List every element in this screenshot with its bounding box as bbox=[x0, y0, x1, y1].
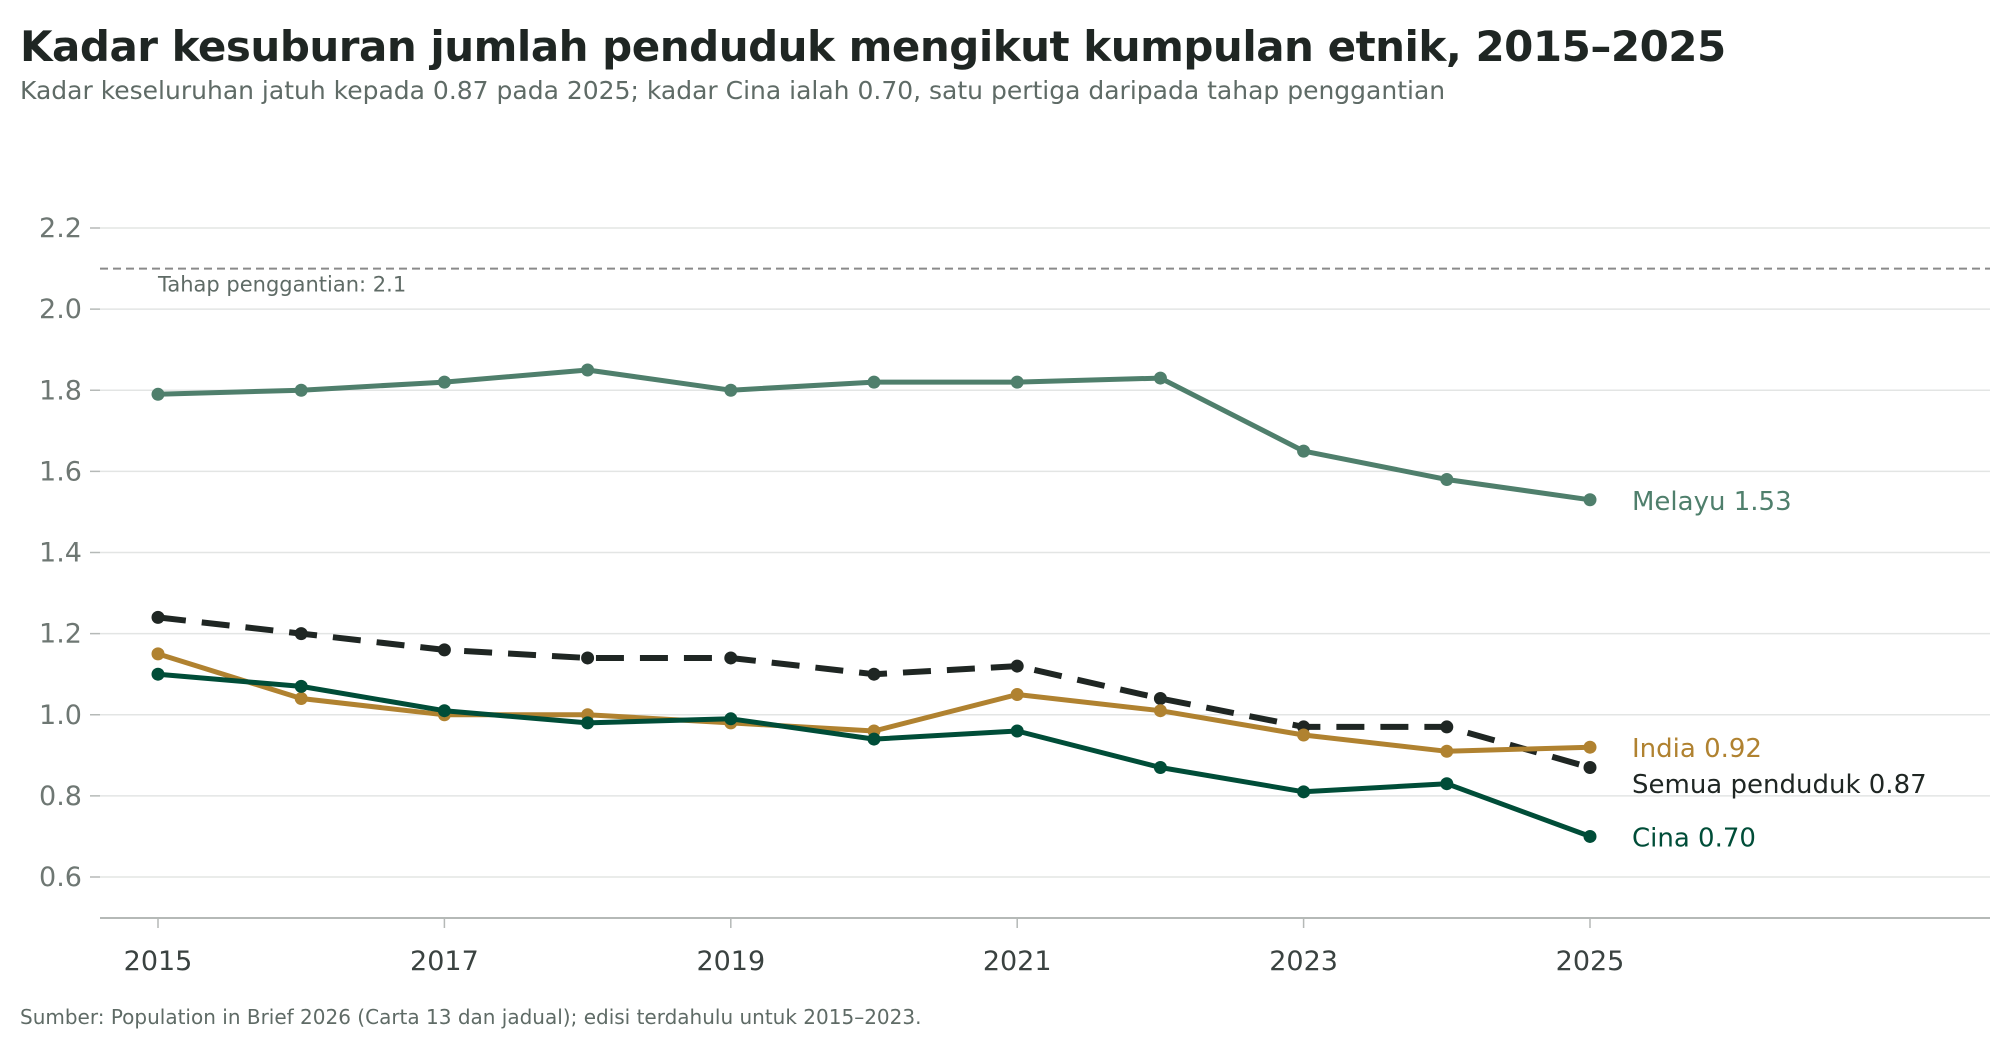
point-cina-2022 bbox=[1153, 760, 1167, 774]
series-lines bbox=[151, 363, 1597, 843]
x-tick-label: 2023 bbox=[1269, 946, 1338, 977]
source-note: Sumber: Population in Brief 2026 (Carta … bbox=[20, 1005, 922, 1029]
point-melayu-2015 bbox=[151, 387, 165, 401]
point-cina-2015 bbox=[151, 667, 165, 681]
point-cina-2016 bbox=[294, 679, 308, 693]
x-tick-label: 2015 bbox=[124, 946, 193, 977]
x-tick-label: 2017 bbox=[410, 946, 479, 977]
point-cina-2024 bbox=[1440, 777, 1454, 791]
series-melayu bbox=[151, 363, 1597, 507]
end-label-melayu: Melayu 1.53 bbox=[1632, 487, 1792, 517]
point-india-2022 bbox=[1153, 704, 1167, 718]
x-tick-label: 2019 bbox=[696, 946, 765, 977]
point-india-2015 bbox=[151, 647, 165, 661]
end-label-india: India 0.92 bbox=[1632, 734, 1762, 764]
point-cina-2023 bbox=[1297, 785, 1311, 799]
y-tick-label: 0.8 bbox=[39, 781, 82, 812]
x-tick-label: 2025 bbox=[1556, 946, 1625, 977]
point-melayu-2022 bbox=[1153, 371, 1167, 385]
point-semua-penduduk-2019 bbox=[724, 651, 738, 665]
point-semua-penduduk-2021 bbox=[1010, 659, 1024, 673]
end-label-cina: Cina 0.70 bbox=[1632, 823, 1756, 853]
point-melayu-2018 bbox=[581, 363, 595, 377]
y-tick-label: 1.0 bbox=[39, 700, 82, 731]
chart-title: Kadar kesuburan jumlah penduduk mengikut… bbox=[20, 22, 1726, 71]
point-semua-penduduk-2015 bbox=[151, 610, 165, 624]
line-chart: 0.6 0.8 1.0 1.2 1.4 1.6 1.8 2.0 2.2 2015 2017 2019 2… bbox=[39, 213, 1990, 977]
line-melayu bbox=[155, 367, 1593, 503]
y-tick-label: 1.8 bbox=[39, 375, 82, 406]
point-melayu-2023 bbox=[1297, 444, 1311, 458]
y-tick-label: 0.6 bbox=[39, 862, 82, 893]
point-cina-2018 bbox=[581, 716, 595, 730]
y-tick-label: 1.6 bbox=[39, 456, 82, 487]
y-tick-label: 2.0 bbox=[39, 294, 82, 325]
point-semua-penduduk-2022 bbox=[1153, 692, 1167, 706]
point-melayu-2017 bbox=[437, 375, 451, 389]
y-tick-label: 1.2 bbox=[39, 619, 82, 650]
series-semua-penduduk bbox=[151, 610, 1597, 774]
point-melayu-2024 bbox=[1440, 472, 1454, 486]
point-semua-penduduk-2016 bbox=[294, 627, 308, 641]
point-india-2016 bbox=[294, 692, 308, 706]
point-india-2023 bbox=[1297, 728, 1311, 742]
gridlines bbox=[100, 227, 1990, 878]
point-melayu-2020 bbox=[867, 375, 881, 389]
point-cina-2021 bbox=[1010, 724, 1024, 738]
replacement-level-label: Tahap penggantian: 2.1 bbox=[157, 273, 406, 297]
point-semua-penduduk-2025 bbox=[1583, 760, 1597, 774]
point-cina-2019 bbox=[724, 712, 738, 726]
x-tick-label: 2021 bbox=[983, 946, 1052, 977]
point-melayu-2025 bbox=[1583, 493, 1597, 507]
point-melayu-2019 bbox=[724, 383, 738, 397]
point-semua-penduduk-2017 bbox=[437, 643, 451, 657]
y-tick-label: 2.2 bbox=[39, 213, 82, 244]
y-tick-label: 1.4 bbox=[39, 538, 82, 569]
point-cina-2017 bbox=[437, 704, 451, 718]
axes: 0.6 0.8 1.0 1.2 1.4 1.6 1.8 2.0 2.2 2015 2017 2019 2… bbox=[39, 213, 1990, 977]
point-cina-2020 bbox=[867, 732, 881, 746]
chart-subtitle: Kadar keseluruhan jatuh kepada 0.87 pada… bbox=[20, 76, 1446, 105]
point-cina-2025 bbox=[1583, 829, 1597, 843]
point-semua-penduduk-2020 bbox=[867, 667, 881, 681]
point-india-2021 bbox=[1010, 687, 1024, 701]
point-india-2024 bbox=[1440, 744, 1454, 758]
series-end-labels: Melayu 1.53 Semua penduduk 0.87 India 0.92… bbox=[1632, 487, 1927, 854]
line-cina bbox=[155, 671, 1593, 839]
point-india-2025 bbox=[1583, 740, 1597, 754]
point-melayu-2021 bbox=[1010, 375, 1024, 389]
point-semua-penduduk-2024 bbox=[1440, 720, 1454, 734]
replacement-level-reference: Tahap penggantian: 2.1 bbox=[100, 267, 1990, 297]
series-cina bbox=[151, 667, 1597, 843]
point-melayu-2016 bbox=[294, 383, 308, 397]
end-label-semua-penduduk: Semua penduduk 0.87 bbox=[1632, 770, 1927, 800]
point-semua-penduduk-2018 bbox=[581, 651, 595, 665]
